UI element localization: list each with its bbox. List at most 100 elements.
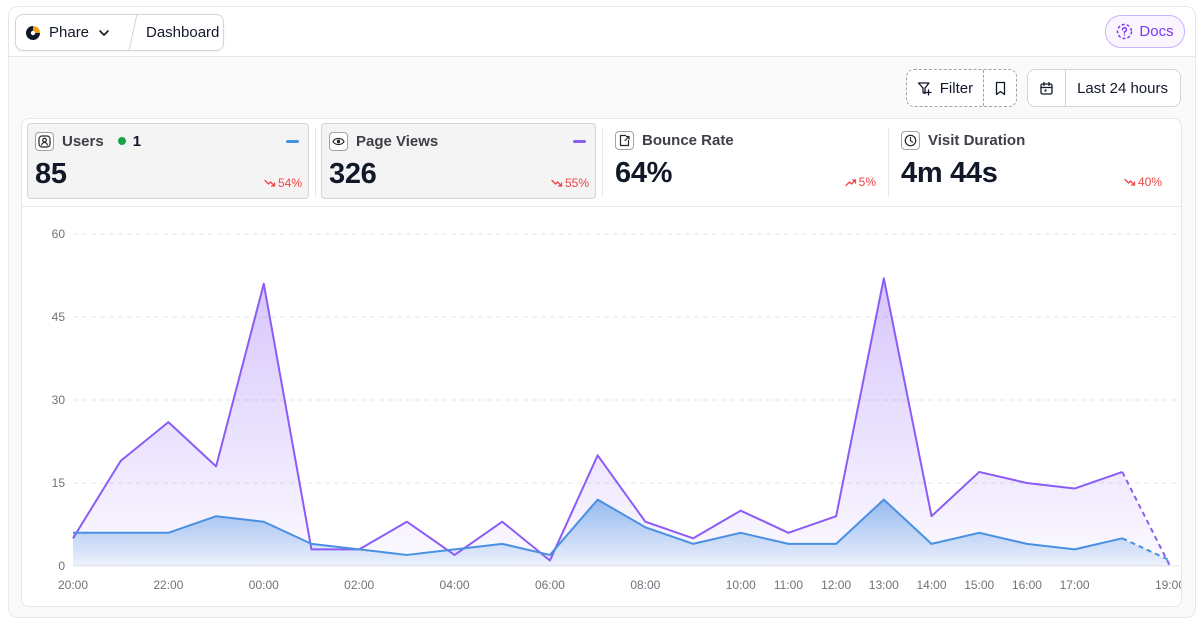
stat-change-value: 5% xyxy=(858,175,876,189)
data-point xyxy=(787,532,789,534)
exit-page-icon xyxy=(615,130,634,150)
top-bar: Phare Dashboard Docs xyxy=(9,7,1195,57)
x-tick-label: 10:00 xyxy=(726,578,756,592)
data-point xyxy=(406,521,408,523)
stat-label: Page Views xyxy=(356,132,439,150)
calendar-icon xyxy=(1040,81,1053,95)
data-point xyxy=(692,543,694,545)
data-point xyxy=(119,532,121,534)
x-tick-label: 08:00 xyxy=(630,578,660,592)
breadcrumb-page[interactable]: Dashboard xyxy=(146,24,220,41)
traffic-chart[interactable]: 0 15 30 45 60 20:00 22:00 00:00 02:00 04:00 06:00 0… xyxy=(22,207,1182,607)
data-point xyxy=(740,509,742,511)
y-tick-label: 60 xyxy=(52,227,66,241)
data-point xyxy=(596,454,598,456)
data-point xyxy=(644,521,646,523)
data-point xyxy=(263,283,265,285)
date-range-select[interactable]: Last 24 hours xyxy=(1077,79,1168,97)
user-square-icon xyxy=(35,131,54,151)
x-tick-label: 00:00 xyxy=(249,578,279,592)
y-tick-label: 15 xyxy=(52,476,66,490)
calendar-button[interactable] xyxy=(1028,70,1067,106)
series-area-0 xyxy=(73,278,1170,566)
data-point xyxy=(883,498,885,500)
trend-down-icon xyxy=(1124,178,1136,186)
stat-change: 40% xyxy=(1124,175,1162,189)
stat-visit-duration[interactable]: Visit Duration 4m 44s 40% xyxy=(894,123,1169,199)
data-point xyxy=(978,471,980,473)
phare-logo-icon xyxy=(26,25,40,40)
x-tick-label: 04:00 xyxy=(440,578,470,592)
docs-button[interactable]: Docs xyxy=(1105,15,1185,48)
stat-change: 5% xyxy=(845,175,876,189)
data-point xyxy=(453,548,455,550)
data-point xyxy=(167,532,169,534)
data-point xyxy=(215,465,217,467)
project-switcher[interactable]: Phare xyxy=(16,15,126,50)
analytics-card: Users 1 85 54% xyxy=(21,118,1182,607)
stat-users[interactable]: Users 1 85 54% xyxy=(27,123,309,199)
data-point xyxy=(930,543,932,545)
live-indicator xyxy=(117,137,126,145)
data-point xyxy=(978,532,980,534)
data-point xyxy=(310,543,312,545)
data-point xyxy=(1169,565,1171,567)
x-tick-label: 16:00 xyxy=(1012,578,1042,592)
data-point xyxy=(72,537,74,539)
data-point xyxy=(1121,537,1123,539)
stat-change: 55% xyxy=(551,176,589,190)
stat-bounce-rate[interactable]: Bounce Rate 64% 5% xyxy=(608,123,883,199)
x-tick-label: 15:00 xyxy=(964,578,994,592)
x-tick-label: 13:00 xyxy=(869,578,899,592)
data-point xyxy=(167,421,169,423)
y-tick-label: 45 xyxy=(52,310,66,324)
trend-down-icon xyxy=(264,179,276,187)
data-point xyxy=(1073,487,1075,489)
data-point xyxy=(883,277,885,279)
filter-button[interactable]: Filter xyxy=(907,70,983,106)
data-point xyxy=(1121,471,1123,473)
filter-group: Filter xyxy=(905,69,1018,107)
stat-value: 4m 44s xyxy=(901,157,998,189)
x-tick-label: 14:00 xyxy=(917,578,947,592)
y-tick-label: 0 xyxy=(58,559,65,573)
data-point xyxy=(549,554,551,556)
data-point xyxy=(501,521,503,523)
toolbar: Filter Last 24 hours xyxy=(905,69,1181,107)
stat-label: Users xyxy=(62,132,104,150)
stat-label: Bounce Rate xyxy=(642,131,734,149)
project-name: Phare xyxy=(49,24,90,41)
data-point xyxy=(644,526,646,528)
data-point xyxy=(740,532,742,534)
docs-label: Docs xyxy=(1139,23,1174,40)
stat-label: Visit Duration xyxy=(928,131,1026,149)
x-tick-label: 02:00 xyxy=(344,578,374,592)
trend-down-icon xyxy=(551,179,563,187)
breadcrumb-separator xyxy=(128,14,138,51)
data-point xyxy=(692,537,694,539)
data-point xyxy=(501,543,503,545)
data-point xyxy=(549,559,551,561)
divider xyxy=(602,127,603,197)
chevron-down-icon xyxy=(99,29,109,36)
saved-filters-button[interactable] xyxy=(983,70,1016,106)
x-tick-label: 06:00 xyxy=(535,578,565,592)
stat-change: 54% xyxy=(264,176,302,190)
x-tick-label: 20:00 xyxy=(58,578,88,592)
filter-plus-icon xyxy=(917,81,932,96)
data-point xyxy=(787,543,789,545)
live-count: 1 xyxy=(132,132,142,150)
data-point xyxy=(930,515,932,517)
filter-label: Filter xyxy=(939,79,974,97)
stat-value: 326 xyxy=(329,158,377,190)
x-tick-label: 22:00 xyxy=(153,578,183,592)
clock-icon xyxy=(901,130,920,150)
divider xyxy=(888,127,889,197)
eye-icon xyxy=(329,131,348,151)
stat-change-value: 40% xyxy=(1137,175,1162,189)
series-line-0 xyxy=(72,277,1123,562)
date-range-group: Last 24 hours xyxy=(1027,69,1181,107)
data-point xyxy=(453,554,455,556)
stats-row: Users 1 85 54% xyxy=(22,119,1181,207)
stat-page-views[interactable]: Page Views 326 55% xyxy=(321,123,596,199)
